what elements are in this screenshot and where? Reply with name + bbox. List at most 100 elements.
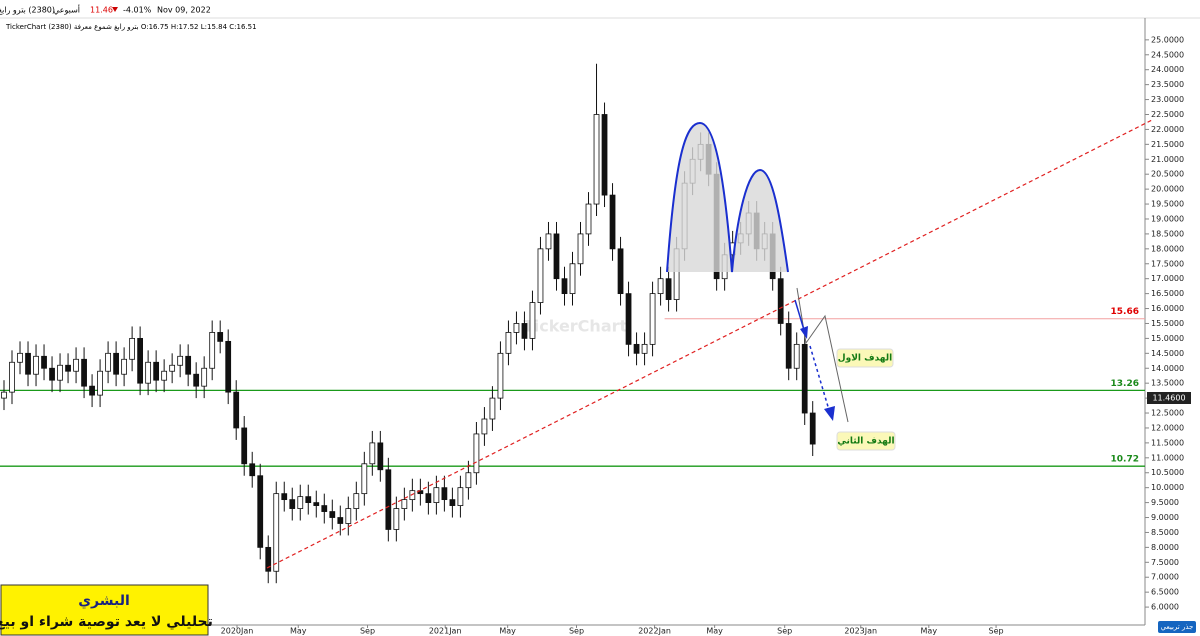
price-tag [1147, 392, 1191, 404]
y-tick-label: 8.0000 [1151, 543, 1179, 552]
arrow [794, 299, 805, 331]
candle-body [353, 493, 360, 509]
candle-body [313, 502, 320, 506]
x-tick-label: 2022Jan [638, 627, 671, 636]
candle-body [369, 442, 376, 465]
candle-body [521, 323, 528, 339]
y-tick-label: 21.5000 [1151, 140, 1184, 149]
x-tick-label: May [921, 627, 938, 636]
candle-body [497, 352, 504, 399]
y-tick-label: 24.5000 [1151, 50, 1184, 59]
candle-body [537, 248, 544, 303]
y-tick-label: 9.0000 [1151, 513, 1179, 522]
candle-body [345, 508, 352, 524]
y-tick-label: 21.0000 [1151, 155, 1184, 164]
y-tick-label: 19.0000 [1151, 214, 1184, 223]
candle-body [377, 442, 384, 471]
level-label: 10.72 [1111, 455, 1139, 465]
sqrt-button[interactable] [1158, 621, 1196, 633]
candle-body [265, 546, 272, 572]
candle-body [617, 248, 624, 295]
candle-body [625, 293, 632, 345]
x-tick-label: Sep [989, 627, 1004, 636]
candle-body [273, 493, 280, 572]
y-tick-label: 18.0000 [1151, 244, 1184, 253]
candle-body [425, 493, 432, 503]
candle-body [361, 463, 368, 495]
candle-body [545, 233, 552, 250]
candle-body [409, 490, 416, 501]
candle-body [249, 463, 256, 477]
candle-body [785, 323, 792, 369]
y-tick-label: 16.5000 [1151, 289, 1184, 298]
y-tick-label: 20.5000 [1151, 170, 1184, 179]
arrow-dashed [809, 345, 830, 411]
candle-body [777, 278, 784, 324]
candle-body [481, 418, 488, 435]
y-tick-label: 11.5000 [1151, 438, 1184, 447]
x-tick-label: Sep [569, 627, 584, 636]
candle-body [569, 263, 576, 295]
watermark: TickerChart [523, 317, 628, 336]
x-tick-label: 2021Jan [429, 627, 462, 636]
y-tick-label: 15.0000 [1151, 334, 1184, 343]
y-tick-label: 19.5000 [1151, 200, 1184, 209]
y-tick-label: 9.5000 [1151, 498, 1179, 507]
candle-body [1, 391, 7, 399]
y-tick-label: 24.0000 [1151, 65, 1184, 74]
target-box [836, 431, 896, 451]
target-label: الهدف الاول [838, 354, 892, 364]
y-tick-label: 14.5000 [1151, 349, 1184, 358]
y-tick-label: 23.0000 [1151, 95, 1184, 104]
candle-body [465, 472, 472, 489]
y-tick-label: 7.5000 [1151, 558, 1179, 567]
arrow-head [824, 406, 835, 421]
y-tick-label: 16.0000 [1151, 304, 1184, 313]
x-tick-label: May [706, 627, 723, 636]
candle-body [809, 412, 816, 445]
symbol: (2380) بترو رابغ [0, 6, 55, 15]
candle-body [233, 391, 240, 429]
candle-body [113, 352, 119, 375]
candle-body [145, 361, 152, 384]
candle-body [433, 487, 440, 503]
y-tick-label: 22.5000 [1151, 110, 1184, 119]
y-tick-label: 7.0000 [1151, 573, 1179, 582]
candle-body [161, 370, 168, 381]
candle-body [329, 511, 336, 518]
candle-body [633, 343, 640, 354]
candle-body [609, 194, 616, 250]
y-tick-label: 10.0000 [1151, 483, 1184, 492]
candle-body [593, 114, 600, 205]
candle-body [73, 358, 79, 372]
projection-path [796, 287, 849, 423]
candle-body [441, 487, 448, 501]
candle-body [137, 337, 144, 384]
candle-body [289, 499, 296, 509]
candle-body [49, 367, 55, 381]
candle-body [209, 332, 216, 369]
y-tick-label: 6.5000 [1151, 588, 1179, 597]
candle-body [97, 370, 103, 396]
y-tick-label: 17.5000 [1151, 259, 1184, 268]
candle-body [217, 332, 224, 342]
y-tick-label: 17.0000 [1151, 274, 1184, 283]
candle-body [201, 367, 208, 387]
y-tick-label: 10.5000 [1151, 468, 1184, 477]
candle-body [657, 278, 664, 295]
candle-body [577, 233, 584, 265]
last-price: 11.46 [90, 6, 113, 15]
x-tick-label: Sep [777, 627, 792, 636]
candle-body [601, 114, 608, 196]
x-tick-label: Sep [360, 627, 375, 636]
trend-line [266, 119, 1153, 569]
price-tag-label: 11.4600 [1152, 394, 1185, 403]
level-label: 13.26 [1111, 379, 1139, 389]
candle-body [65, 364, 71, 372]
candle-body [25, 352, 31, 375]
candle-body [449, 499, 456, 506]
candle-body [89, 385, 95, 396]
y-tick-label: 22.0000 [1151, 125, 1184, 134]
target-label: الهدف الثاني [837, 437, 894, 447]
